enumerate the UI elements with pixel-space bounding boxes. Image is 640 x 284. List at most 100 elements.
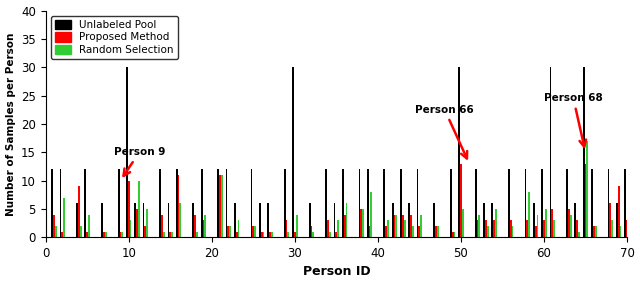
Bar [508,169,510,237]
Bar [103,231,105,237]
Bar [487,226,488,237]
Bar [203,220,204,237]
Bar [593,226,595,237]
Bar [458,67,460,237]
Bar [325,169,327,237]
Bar [568,209,570,237]
Bar [584,164,586,237]
Bar [495,209,497,237]
Bar [163,231,164,237]
Bar [147,209,148,237]
Bar [454,231,455,237]
Bar [128,181,130,237]
X-axis label: Person ID: Person ID [303,266,370,278]
Bar [260,231,262,237]
Bar [138,181,140,237]
Bar [460,164,462,237]
Bar [545,209,547,237]
Bar [262,231,264,237]
Bar [435,226,437,237]
Bar [55,226,57,237]
Bar [479,214,480,237]
Bar [145,226,147,237]
Bar [511,226,513,237]
Bar [134,203,136,237]
Bar [130,220,131,237]
Bar [383,169,385,237]
Bar [218,169,219,237]
Bar [551,209,553,237]
Bar [402,214,404,237]
Bar [417,169,419,237]
Bar [101,203,103,237]
Bar [360,209,362,237]
Bar [404,220,406,237]
Bar [527,220,528,237]
Bar [221,175,223,237]
Bar [170,231,171,237]
Bar [254,226,256,237]
Bar [483,203,485,237]
Bar [284,169,285,237]
Bar [477,220,479,237]
Bar [611,220,613,237]
Bar [624,169,626,237]
Bar [159,169,161,237]
Bar [616,203,618,237]
Bar [535,226,536,237]
Bar [259,203,260,237]
Bar [396,214,397,237]
Bar [387,220,389,237]
Bar [543,220,545,237]
Bar [195,214,196,237]
Bar [312,231,314,237]
Bar [452,231,454,237]
Bar [576,220,578,237]
Bar [80,226,82,237]
Text: Person 9: Person 9 [114,147,165,176]
Bar [53,214,55,237]
Bar [525,169,527,237]
Bar [78,186,80,237]
Bar [394,214,396,237]
Bar [492,203,493,237]
Bar [204,214,206,237]
Bar [536,214,538,237]
Bar [607,169,609,237]
Bar [252,226,254,237]
Bar [234,203,236,237]
Bar [126,67,128,237]
Bar [618,186,620,237]
Bar [61,231,63,237]
Bar [570,214,572,237]
Bar [586,141,588,237]
Bar [287,231,289,237]
Bar [267,203,269,237]
Bar [578,231,580,237]
Bar [450,169,452,237]
Bar [369,226,371,237]
Bar [628,226,630,237]
Bar [143,203,145,237]
Y-axis label: Number of Samples per Person: Number of Samples per Person [6,32,15,216]
Bar [51,169,53,237]
Bar [229,226,231,237]
Legend: Unlabeled Pool, Proposed Method, Random Selection: Unlabeled Pool, Proposed Method, Random … [51,16,178,59]
Text: Person 68: Person 68 [544,93,603,147]
Bar [419,226,420,237]
Bar [118,169,120,237]
Bar [346,203,348,237]
Bar [294,231,296,237]
Bar [176,169,178,237]
Bar [591,169,593,237]
Bar [583,67,584,237]
Bar [201,169,203,237]
Bar [193,203,195,237]
Bar [171,231,173,237]
Bar [236,231,237,237]
Bar [271,231,273,237]
Bar [86,231,88,237]
Bar [342,169,344,237]
Bar [541,169,543,237]
Bar [168,203,170,237]
